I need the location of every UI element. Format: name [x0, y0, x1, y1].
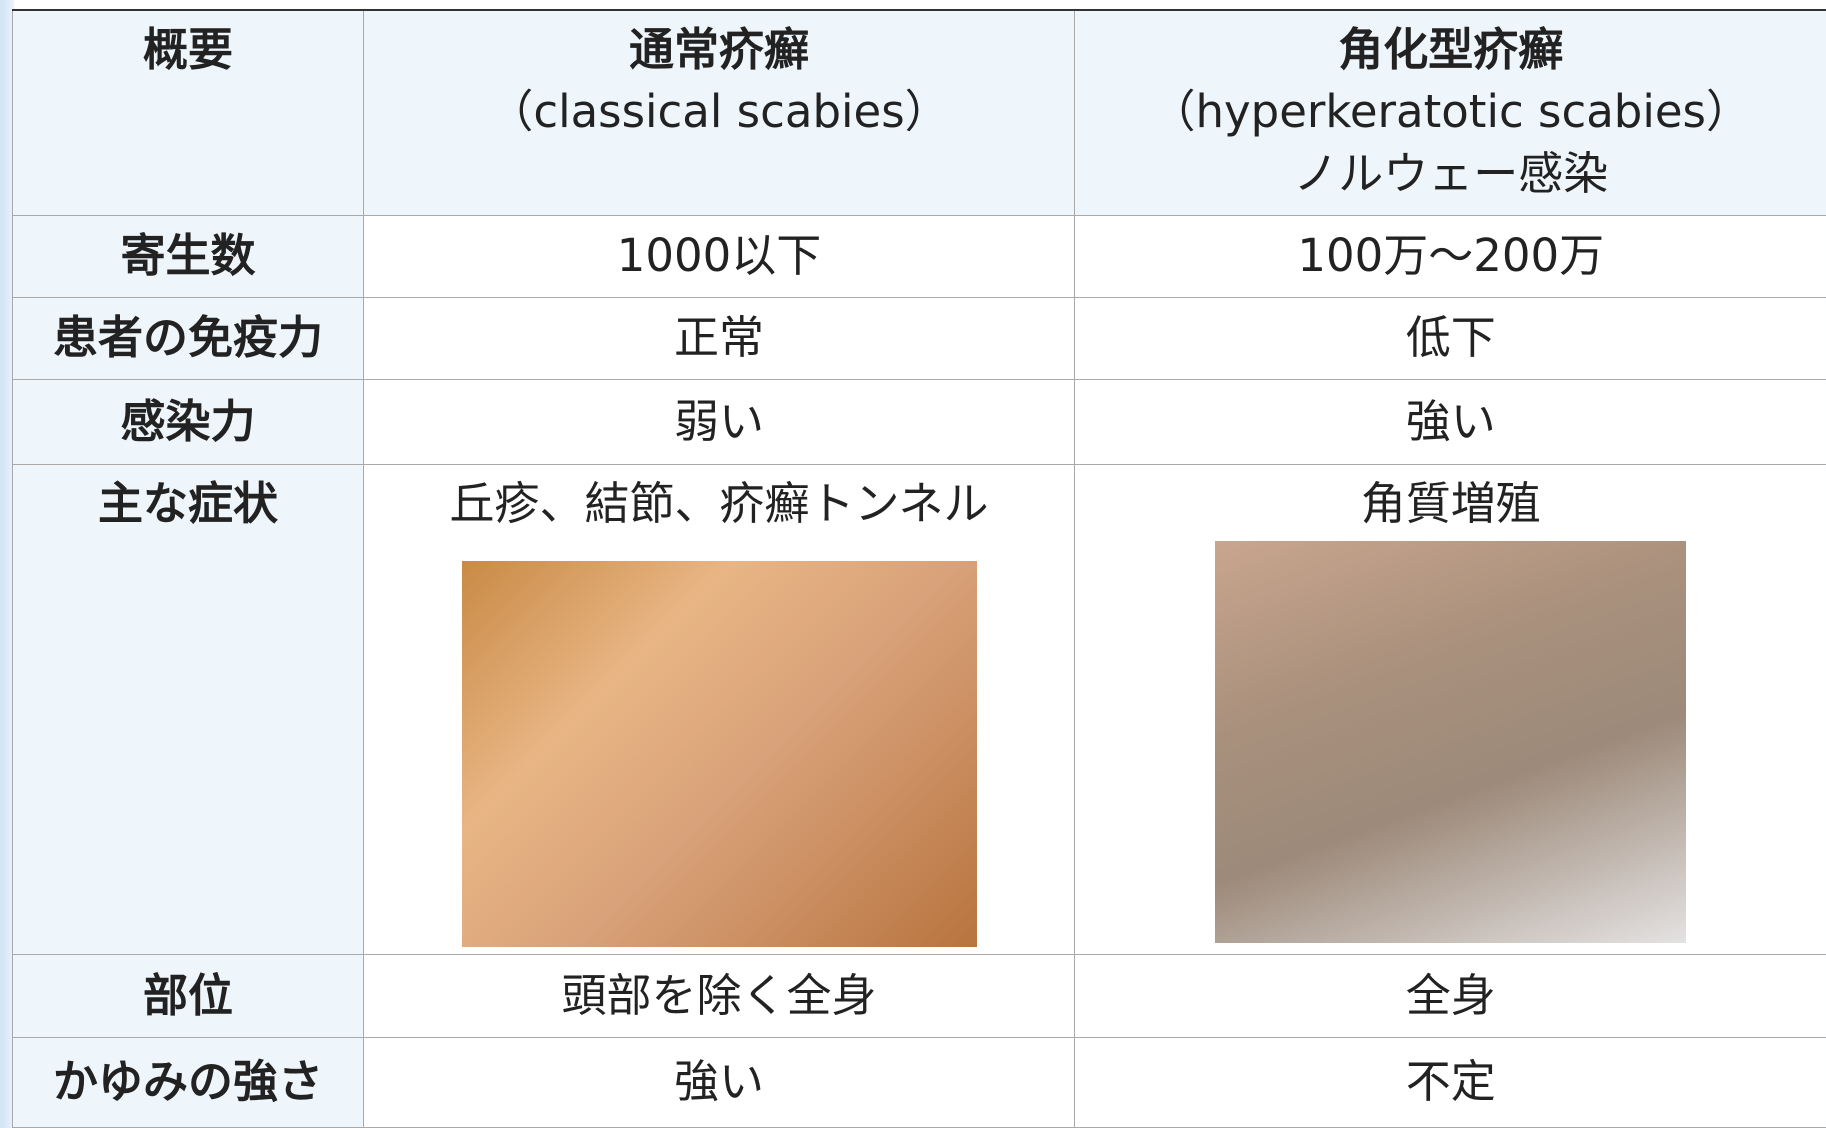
row: 患者の免疫力 正常 低下 — [12, 296, 1826, 380]
row: 部位 頭部を除く全身 全身 — [12, 953, 1826, 1038]
cell: 正常 — [363, 296, 1075, 380]
header-line: 角化型疥癬 — [1338, 23, 1564, 76]
header-row: 概要 通常疥癬 （classical scabies） 角化型疥癬 （hyperke… — [12, 9, 1826, 216]
header-cell: 角化型疥癬 （hyperkeratotic scabies） ノルウェー感染 — [1074, 9, 1826, 216]
cell: 全身 — [1074, 953, 1826, 1038]
cell-text: 丘疹、結節、疥癬トンネル — [449, 476, 989, 530]
row: 寄生数 1000以下 100万～200万 — [12, 214, 1826, 298]
header-line: 通常疥癬 — [628, 23, 809, 76]
header-line: ノルウェー感染 — [1293, 147, 1609, 200]
cell: かゆみの強さ — [12, 1036, 364, 1128]
cell: 100万～200万 — [1074, 214, 1826, 298]
cell: 患者の免疫力 — [12, 296, 364, 380]
row: かゆみの強さ 強い 不定 — [12, 1036, 1826, 1128]
cell: 感染力 — [12, 378, 364, 465]
row: 感染力 弱い 強い — [12, 378, 1826, 465]
cell-text: 主な症状 — [97, 476, 278, 530]
cell: 主な症状 — [12, 463, 364, 955]
cell: 丘疹、結節、疥癬トンネル — [363, 463, 1075, 955]
cell: 1000以下 — [363, 214, 1075, 298]
cell: 強い — [1074, 378, 1826, 465]
photo — [1215, 540, 1687, 943]
cell-text: 角質増殖 — [1360, 476, 1541, 530]
header-line: （hyperkeratotic scabies） — [1150, 85, 1751, 138]
cell: 弱い — [363, 378, 1075, 465]
cell: 強い — [363, 1036, 1075, 1128]
row: 主な症状 丘疹、結節、疥癬トンネル 角質増殖 — [12, 463, 1826, 955]
cell: 部位 — [12, 953, 364, 1038]
photo — [461, 560, 977, 947]
cell: 角質増殖 — [1074, 463, 1826, 955]
header-line: （classical scabies） — [488, 85, 950, 138]
cell: 低下 — [1074, 296, 1826, 380]
cell: 寄生数 — [12, 214, 364, 298]
header-cell: 通常疥癬 （classical scabies） — [363, 9, 1075, 216]
cell: 頭部を除く全身 — [363, 953, 1075, 1038]
comparison-table: 概要 通常疥癬 （classical scabies） 角化型疥癬 （hyperke… — [12, 9, 1826, 1128]
cell: 不定 — [1074, 1036, 1826, 1128]
header-cell: 概要 — [12, 9, 364, 216]
